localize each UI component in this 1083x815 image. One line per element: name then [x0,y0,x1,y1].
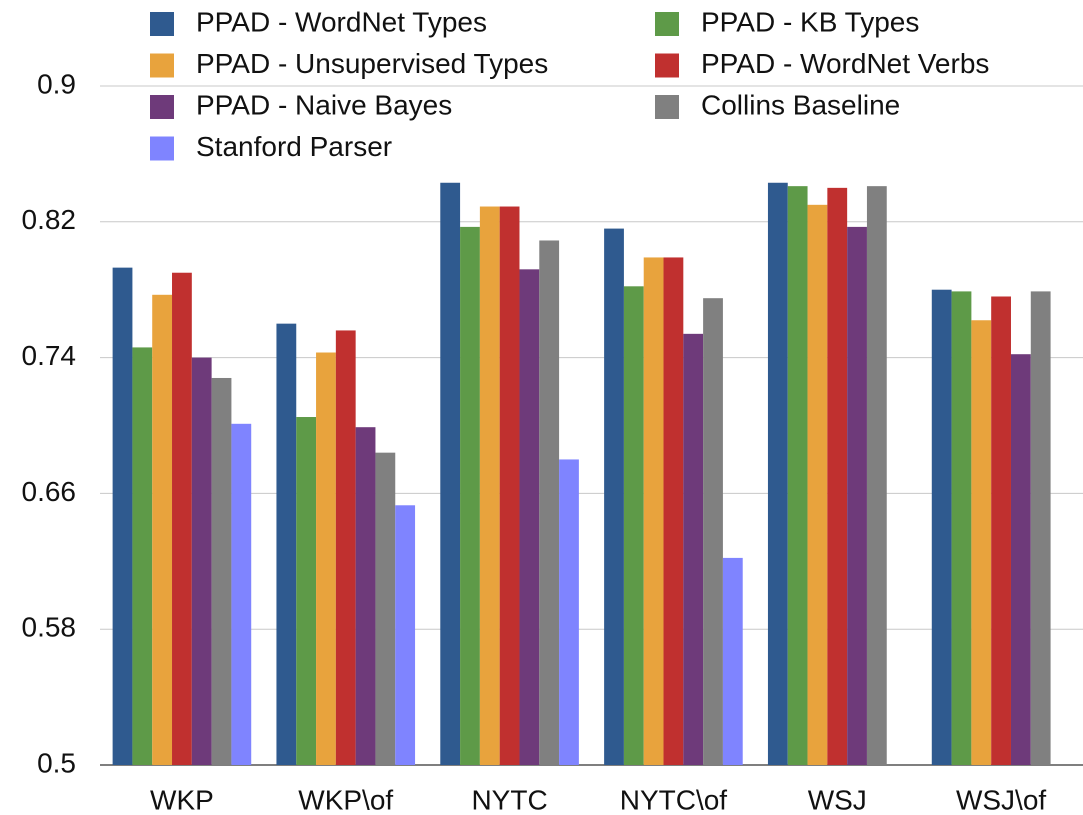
bar [296,417,317,765]
bar [787,186,808,766]
bar [152,294,173,765]
legend-label: PPAD - Unsupervised Types [196,48,548,79]
bar [440,182,461,765]
bar [355,427,376,765]
x-tick-label: WSJ\of [956,784,1046,815]
legend-marker [655,53,679,78]
y-tick-label: 0.82 [22,204,77,235]
x-tick-label: WSJ [808,784,867,815]
bar [276,323,297,765]
bar [866,186,887,766]
bar [663,257,684,765]
bar [460,226,480,765]
legend-label: PPAD - WordNet Types [196,6,487,37]
y-tick-label: 0.66 [22,476,77,507]
bar [683,333,704,765]
bar [519,269,540,765]
legend-label: PPAD - KB Types [701,6,919,37]
bar [703,298,723,765]
y-tick-label: 0.74 [22,340,77,371]
legend-marker [150,53,174,78]
x-tick-label: NYTC\of [620,784,728,815]
bar [767,182,788,765]
legend-marker [150,12,174,36]
bar [827,187,848,766]
legend-marker [655,95,679,119]
x-tick-label: WKP\of [298,784,393,815]
bar [211,377,232,765]
bar [623,286,644,765]
legend-marker [150,95,174,119]
y-tick-label: 0.58 [22,612,77,643]
y-tick-label: 0.9 [37,68,76,99]
bar [172,272,192,765]
x-tick-label: WKP [150,784,214,815]
legend-label: PPAD - Naive Bayes [196,89,452,120]
bar [807,204,828,765]
bar [395,505,416,765]
bar [316,352,336,765]
bar [499,206,520,765]
bar [991,296,1011,765]
x-tick-label: NYTC [471,784,547,815]
bar [112,267,133,765]
legend-label: Stanford Parser [196,131,392,162]
bar [971,320,992,765]
bar [231,423,252,765]
legend-label: Collins Baseline [701,89,900,120]
bar [191,357,212,765]
bar [559,459,579,765]
bar [479,206,500,765]
y-tick-label: 0.5 [37,747,76,778]
bar [847,226,867,765]
bar [1030,291,1051,765]
bar [375,452,396,765]
bar [1010,354,1031,765]
bar [951,291,972,765]
legend-label: PPAD - WordNet Verbs [701,48,989,79]
bar [539,240,560,765]
bar [643,257,664,765]
bar [931,289,952,765]
bar [604,228,624,766]
legend-marker [655,12,679,36]
bar [722,557,743,765]
legend-marker [150,136,174,161]
bar [132,347,153,765]
bar [335,330,356,765]
